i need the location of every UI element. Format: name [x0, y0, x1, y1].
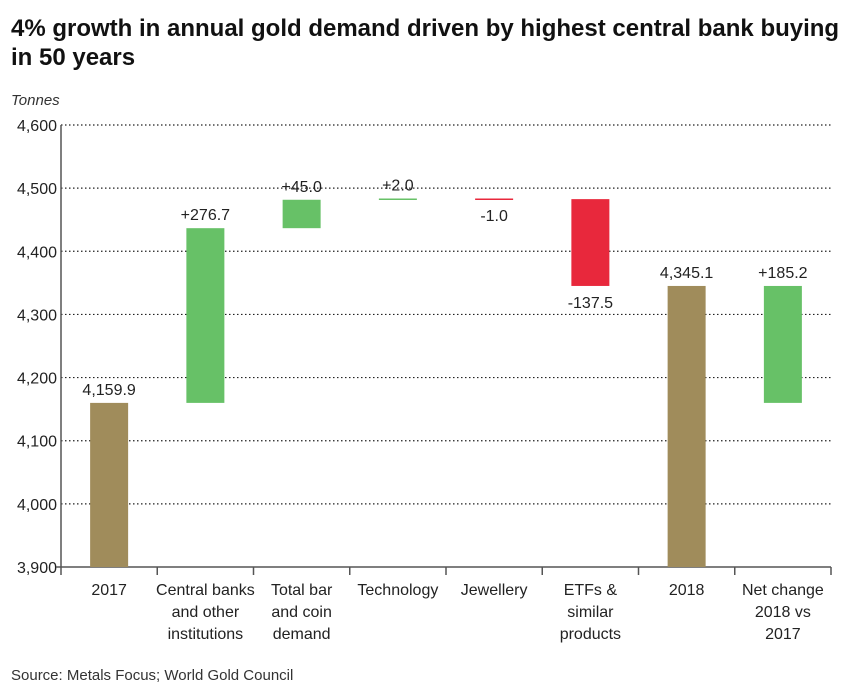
- y-tick-label: 4,100: [17, 434, 57, 451]
- x-category-label: 2018: [669, 582, 705, 599]
- y-tick-label: 4,500: [17, 181, 57, 198]
- y-tick-label: 4,400: [17, 244, 57, 261]
- y-tick-label: 4,600: [17, 118, 57, 135]
- data-label: 4,345.1: [660, 265, 713, 282]
- y-tick-label: 4,200: [17, 371, 57, 388]
- bar-increase: [378, 198, 417, 200]
- x-category-label: institutions: [168, 626, 244, 643]
- x-category-label: similar: [567, 604, 614, 621]
- x-category-label: and other: [172, 604, 240, 621]
- data-label: +45.0: [281, 179, 322, 196]
- bar-total: [667, 285, 706, 567]
- x-category-label: Central banks: [156, 582, 255, 599]
- y-tick-label: 4,300: [17, 307, 57, 324]
- bar-increase: [763, 285, 802, 403]
- y-axis-label: Tonnes: [11, 92, 60, 109]
- bar-total: [90, 402, 129, 567]
- x-category-label: and coin: [271, 604, 332, 621]
- data-label: -137.5: [568, 295, 613, 312]
- x-category-label: products: [560, 626, 621, 643]
- chart-title: 4% growth in annual gold demand driven b…: [11, 15, 840, 71]
- x-category-label: 2017: [765, 626, 801, 643]
- data-label: -1.0: [480, 208, 508, 225]
- data-label: 4,159.9: [82, 382, 135, 399]
- bar-increase: [282, 199, 321, 229]
- y-tick-label: 3,900: [17, 560, 57, 577]
- x-category-label: Net change: [742, 582, 824, 599]
- x-category-label: Technology: [357, 582, 438, 599]
- x-category-label: Total bar: [271, 582, 333, 599]
- source-note: Source: Metals Focus; World Gold Council: [11, 667, 294, 684]
- x-category-label: ETFs &: [564, 582, 618, 599]
- y-tick-label: 4,000: [17, 497, 57, 514]
- bar-increase: [186, 228, 225, 403]
- x-category-label: 2017: [91, 582, 127, 599]
- bar-decrease: [571, 199, 610, 286]
- x-category-label: 2018 vs: [755, 604, 811, 621]
- data-label: +185.2: [758, 265, 807, 282]
- data-label: +2.0: [382, 177, 414, 194]
- data-label: +276.7: [181, 207, 230, 224]
- x-category-label: demand: [273, 626, 331, 643]
- bar-decrease: [475, 198, 514, 200]
- x-category-label: Jewellery: [461, 582, 528, 599]
